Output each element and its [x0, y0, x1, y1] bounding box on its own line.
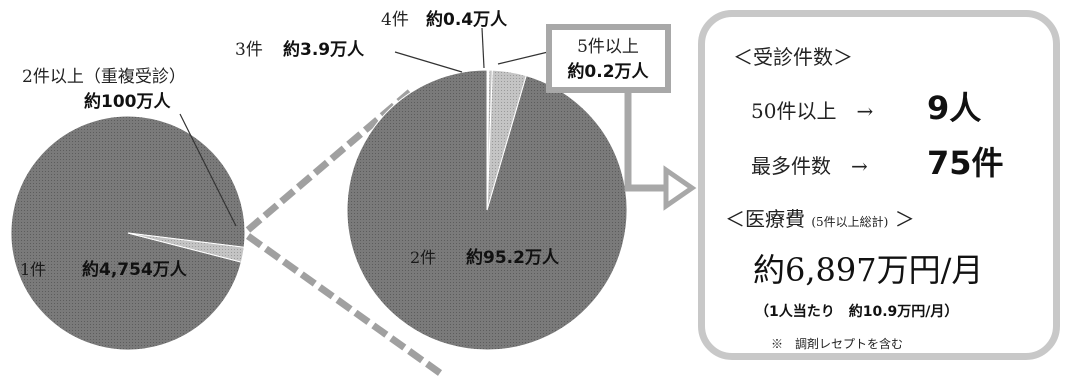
- label-5ken-value: 約0.2万人: [567, 61, 649, 82]
- summary-panel: ＜受診件数＞ 50件以上 → 9人 最多件数 → 75件 ＜医療費 (5件以上総…: [698, 10, 1060, 360]
- highlight-box-5ken: [546, 24, 671, 93]
- label-4ken-value: 約0.4万人: [426, 9, 508, 30]
- cost-per-person: （1人当たり 約10.9万円/月）: [755, 304, 959, 320]
- pie-chart-duplicate: [346, 69, 628, 351]
- arrow-head-icon: [663, 165, 697, 211]
- heading-medical-cost: ＜医療費 (5件以上総計) ＞: [725, 203, 915, 232]
- leader-line-5ken: [497, 51, 549, 65]
- label-4ken-name: 4件: [381, 10, 409, 30]
- pie1-label-1ken-value: 約4,754万人: [82, 259, 188, 280]
- row-50plus-value: 9人: [927, 89, 982, 127]
- label-duplicate-value: 約100万人: [84, 91, 171, 112]
- leader-line-duplicate: [179, 113, 237, 227]
- row-max-label: 最多件数 →: [751, 154, 868, 178]
- label-3ken-name: 3件: [235, 40, 263, 60]
- cost-total: 約6,897万円/月: [753, 251, 984, 289]
- label-5ken-name: 5件以上: [577, 37, 639, 57]
- heading-visit-count: ＜受診件数＞: [733, 45, 853, 69]
- label-3ken-value: 約3.9万人: [283, 39, 365, 60]
- pie1-label-1ken-name: 1件: [20, 260, 46, 279]
- pie1-slice-duplicate: [127, 232, 245, 263]
- pie2-label-2ken-name: 2件: [410, 248, 436, 267]
- footnote: ※ 調剤レセプトを含む: [771, 337, 904, 351]
- arrow-connector: [624, 90, 672, 192]
- leader-line-4ken: [481, 27, 485, 69]
- row-max-value: 75件: [927, 144, 1004, 182]
- heading-medical-cost-end: ＞: [894, 207, 915, 231]
- pie2-slice-5ken: [486, 69, 490, 211]
- leader-line-3ken: [394, 51, 463, 73]
- pie-chart-total: [10, 115, 246, 351]
- pie2-label-2ken-value: 約95.2万人: [466, 247, 560, 268]
- heading-medical-cost-note: (5件以上総計): [811, 215, 889, 229]
- label-duplicate-name: 2件以上（重複受診）: [22, 67, 186, 87]
- row-50plus-label: 50件以上 →: [751, 99, 874, 123]
- heading-medical-cost-text: ＜医療費: [725, 207, 805, 231]
- connector-line-top: [245, 89, 413, 233]
- connector-line-bottom: [245, 233, 443, 376]
